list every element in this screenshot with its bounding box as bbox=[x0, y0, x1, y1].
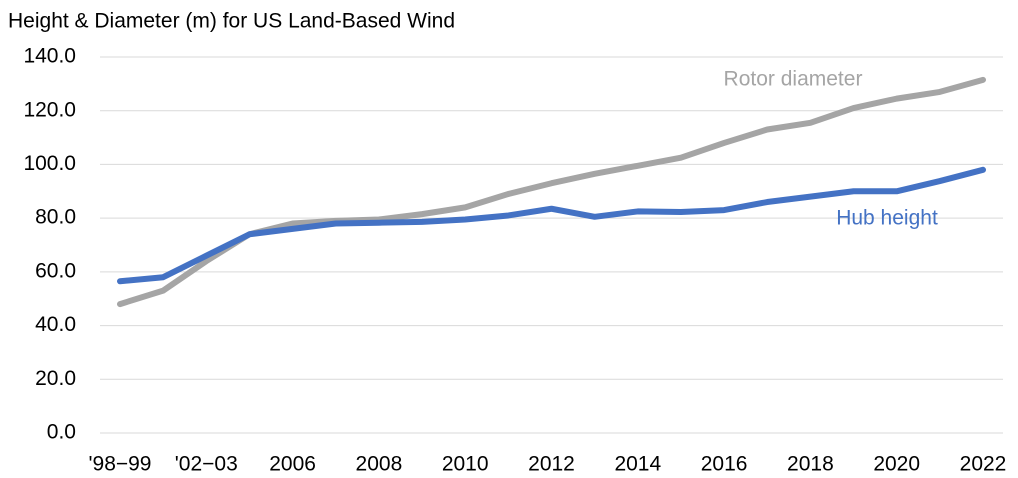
y-tick-label: 120.0 bbox=[23, 98, 76, 121]
x-tick-label: 2014 bbox=[614, 453, 661, 476]
x-tick-label: 2008 bbox=[356, 453, 403, 476]
series-label: Rotor diameter bbox=[724, 68, 863, 91]
x-tick-label: 2010 bbox=[442, 453, 489, 476]
y-tick-label: 140.0 bbox=[23, 45, 76, 68]
x-tick-label: 2022 bbox=[960, 453, 1007, 476]
x-tick-label: 2006 bbox=[269, 453, 316, 476]
y-tick-label: 0.0 bbox=[47, 421, 76, 444]
y-tick-label: 100.0 bbox=[23, 152, 76, 175]
x-tick-label: '02−03 bbox=[175, 453, 238, 476]
y-tick-label: 20.0 bbox=[35, 367, 76, 390]
y-tick-label: 80.0 bbox=[35, 206, 76, 229]
x-tick-label: '98−99 bbox=[89, 453, 152, 476]
series-label: Hub height bbox=[836, 207, 938, 230]
x-tick-label: 2012 bbox=[528, 453, 575, 476]
y-tick-label: 40.0 bbox=[35, 313, 76, 336]
x-tick-label: 2018 bbox=[787, 453, 834, 476]
y-tick-label: 60.0 bbox=[35, 259, 76, 282]
data-line bbox=[117, 166, 986, 285]
x-tick-label: 2020 bbox=[873, 453, 920, 476]
x-tick-label: 2016 bbox=[701, 453, 748, 476]
chart-title: Height & Diameter (m) for US Land-Based … bbox=[8, 10, 455, 33]
